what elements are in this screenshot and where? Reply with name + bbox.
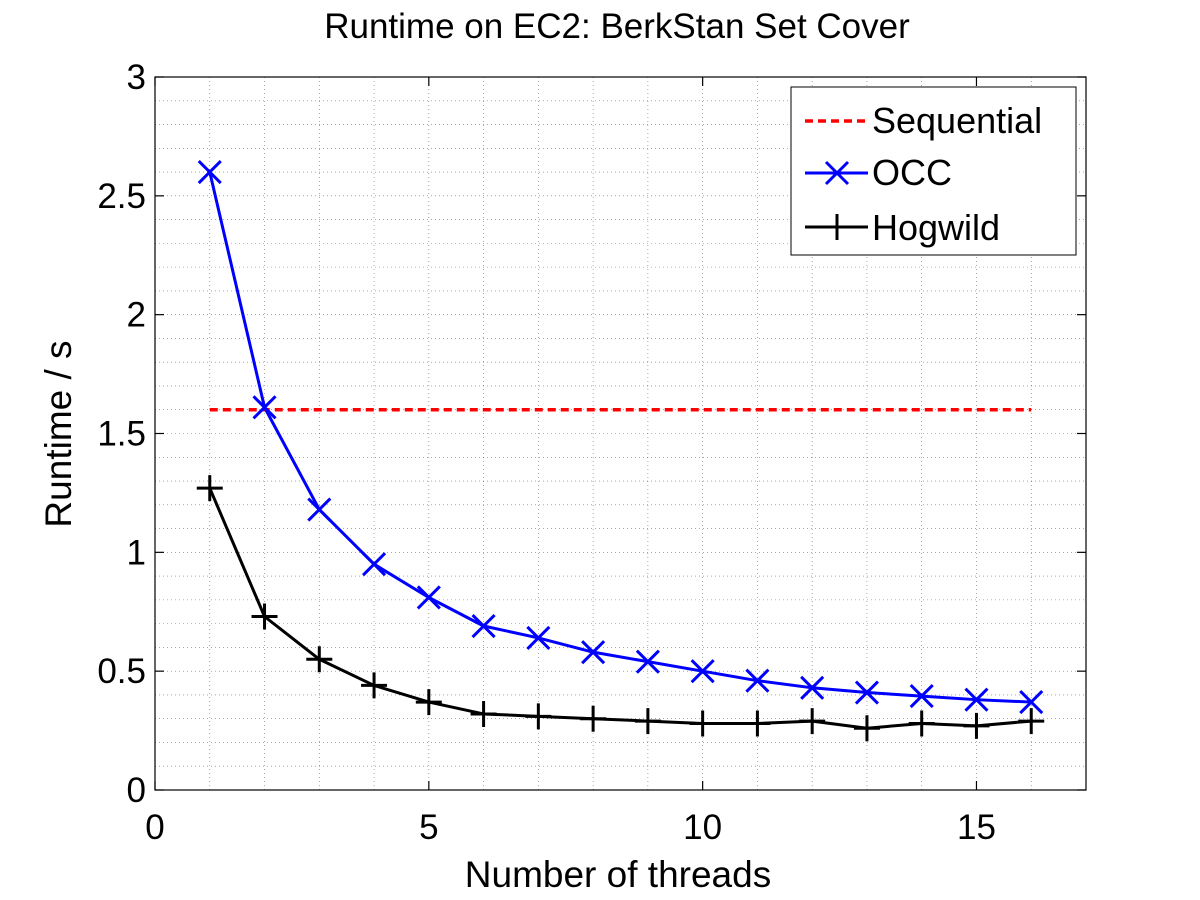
chart-title: Runtime on EC2: BerkStan Set Cover [324,7,910,46]
y-tick-label: 1.5 [97,415,146,454]
data-point-occ [307,497,332,522]
y-tick-label: 3 [127,58,146,97]
data-point-occ [635,649,660,674]
data-point-occ [690,659,715,684]
y-tick-label: 2 [127,296,146,335]
data-point-hogwild [799,708,826,735]
data-point-hogwild [361,672,388,699]
legend: Sequential OCC Hogwild [790,86,1077,256]
data-point-hogwild [908,710,935,737]
data-point-occ [252,395,277,420]
y-tick-label: 0 [127,771,146,810]
data-point-hogwild [470,700,497,727]
legend-label-occ: OCC [872,152,952,193]
data-point-hogwild [525,703,552,730]
data-point-hogwild [634,708,661,735]
data-point-occ [526,625,551,650]
data-point-occ [416,585,441,610]
data-point-hogwild [306,646,333,673]
y-axis-label: Runtime / s [38,340,79,527]
y-tick-label: 0.5 [97,652,146,691]
data-series [196,160,1045,742]
data-point-occ [800,675,825,700]
series-line-hogwild [208,487,1032,730]
data-point-occ [581,640,606,665]
y-tick-label: 1 [127,533,146,572]
axis-ticks: 0 5 10 15 0 0.5 1 1.5 2 2.5 3 [97,58,1086,847]
data-point-hogwild [689,710,716,737]
legend-marker-occ [824,160,850,186]
data-point-hogwild [251,603,278,630]
data-point-occ [361,552,387,577]
x-tick-label: 5 [419,808,438,847]
data-point-hogwild [853,715,880,742]
y-tick-label: 2.5 [97,177,146,216]
legend-marker-hogwild [824,214,850,240]
series-line-occ [208,171,1032,704]
data-point-occ [1019,690,1044,715]
data-point-hogwild [744,710,771,737]
data-point-occ [964,687,989,712]
data-point-hogwild [1018,708,1045,735]
data-point-occ [745,668,770,693]
data-point-occ [471,613,496,639]
data-point-hogwild [415,689,442,716]
data-point-occ [909,684,934,709]
x-tick-label: 0 [145,808,164,847]
grid-lines [155,77,1086,790]
data-point-occ [197,160,222,185]
data-point-hogwild [580,705,607,732]
x-tick-label: 15 [957,808,996,847]
x-axis-label: Number of threads [465,854,771,895]
legend-label-hogwild: Hogwild [872,207,1000,248]
x-tick-label: 10 [683,808,722,847]
legend-label-sequential: Sequential [872,100,1042,141]
data-point-occ [854,680,880,705]
data-point-hogwild [963,712,990,739]
data-point-hogwild [196,475,223,502]
